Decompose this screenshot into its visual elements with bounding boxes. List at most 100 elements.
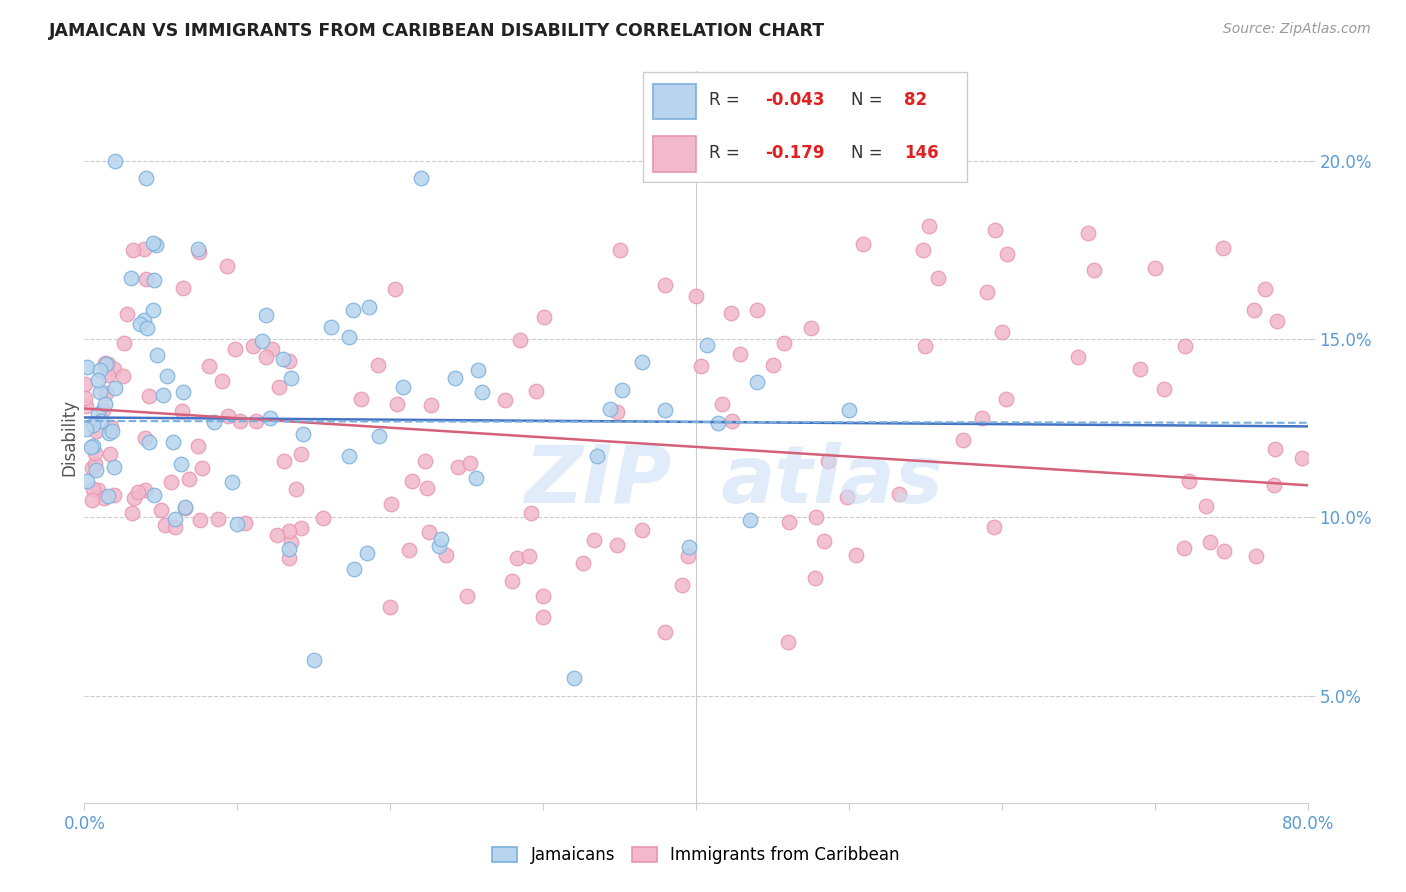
Point bbox=[813, 534, 835, 549]
Point bbox=[531, 610, 554, 624]
Point bbox=[138, 389, 160, 403]
Point bbox=[685, 289, 707, 303]
Point bbox=[342, 302, 364, 317]
Point bbox=[420, 398, 443, 412]
Point bbox=[188, 512, 211, 526]
Point bbox=[706, 416, 728, 430]
Point bbox=[173, 501, 195, 516]
Point bbox=[494, 392, 516, 407]
Point bbox=[145, 238, 167, 252]
Point bbox=[471, 385, 494, 400]
Point bbox=[1265, 314, 1288, 328]
Point bbox=[1067, 350, 1090, 364]
Point bbox=[392, 380, 415, 394]
Point bbox=[506, 551, 529, 566]
Point bbox=[583, 533, 606, 548]
Text: N =: N = bbox=[851, 91, 889, 110]
Point bbox=[242, 339, 264, 353]
Point bbox=[838, 403, 860, 417]
Point bbox=[740, 513, 762, 527]
Point bbox=[384, 282, 406, 296]
Point bbox=[160, 475, 183, 489]
Point bbox=[359, 300, 381, 314]
Point bbox=[291, 426, 314, 441]
Point bbox=[401, 474, 423, 488]
Point bbox=[97, 368, 120, 382]
Point bbox=[456, 589, 478, 603]
Point bbox=[995, 392, 1018, 406]
Point bbox=[380, 599, 402, 614]
Point bbox=[720, 306, 742, 320]
Point bbox=[191, 461, 214, 475]
Point bbox=[136, 321, 159, 335]
Point bbox=[609, 243, 631, 257]
Point bbox=[1254, 281, 1277, 295]
Point bbox=[776, 635, 799, 649]
Point bbox=[198, 359, 221, 373]
Point bbox=[606, 405, 628, 419]
Point bbox=[845, 548, 868, 562]
Point bbox=[132, 243, 155, 257]
Point bbox=[1243, 303, 1265, 318]
Point bbox=[121, 506, 143, 520]
Point bbox=[696, 338, 718, 352]
Point bbox=[337, 449, 360, 463]
Text: -0.179: -0.179 bbox=[765, 144, 825, 161]
Point bbox=[89, 385, 111, 400]
Point bbox=[217, 260, 239, 274]
Point bbox=[467, 363, 489, 377]
FancyBboxPatch shape bbox=[643, 72, 967, 182]
Point bbox=[678, 540, 700, 554]
Point bbox=[87, 407, 110, 421]
Point bbox=[233, 516, 256, 530]
Point bbox=[319, 319, 342, 334]
Point bbox=[135, 171, 157, 186]
Point bbox=[84, 446, 107, 460]
Point bbox=[302, 653, 325, 667]
Point bbox=[278, 524, 301, 538]
Point bbox=[1306, 463, 1329, 477]
Point bbox=[356, 546, 378, 560]
Point bbox=[76, 359, 98, 374]
Point bbox=[153, 518, 176, 533]
Point bbox=[187, 242, 209, 256]
Point bbox=[852, 237, 875, 252]
Point bbox=[586, 449, 609, 463]
Point bbox=[97, 357, 120, 371]
Point bbox=[98, 447, 121, 461]
Point bbox=[132, 313, 155, 327]
Point bbox=[221, 475, 243, 489]
Point bbox=[983, 520, 1005, 534]
Point bbox=[1077, 226, 1099, 240]
Point bbox=[778, 515, 800, 529]
Point bbox=[103, 488, 125, 502]
Point bbox=[972, 410, 994, 425]
Point bbox=[75, 422, 97, 436]
Point bbox=[533, 310, 555, 324]
Point bbox=[172, 384, 194, 399]
Point bbox=[89, 363, 111, 377]
Point bbox=[631, 354, 654, 368]
Point bbox=[115, 307, 138, 321]
Point bbox=[1178, 474, 1201, 488]
Point bbox=[211, 375, 233, 389]
Point bbox=[804, 509, 827, 524]
Point bbox=[339, 330, 361, 344]
Point bbox=[84, 463, 107, 477]
Point bbox=[464, 471, 486, 485]
Point bbox=[1173, 541, 1195, 556]
Point bbox=[817, 454, 839, 468]
Point bbox=[162, 434, 184, 449]
Point bbox=[177, 472, 200, 486]
Point bbox=[254, 351, 277, 365]
Point bbox=[101, 425, 124, 439]
Point bbox=[800, 321, 823, 335]
Point bbox=[129, 317, 152, 331]
Point bbox=[728, 347, 751, 361]
Point bbox=[1174, 339, 1197, 353]
Point bbox=[96, 357, 118, 371]
Point bbox=[418, 525, 440, 540]
Point bbox=[103, 361, 125, 376]
Point bbox=[1195, 499, 1218, 513]
Point bbox=[671, 578, 693, 592]
